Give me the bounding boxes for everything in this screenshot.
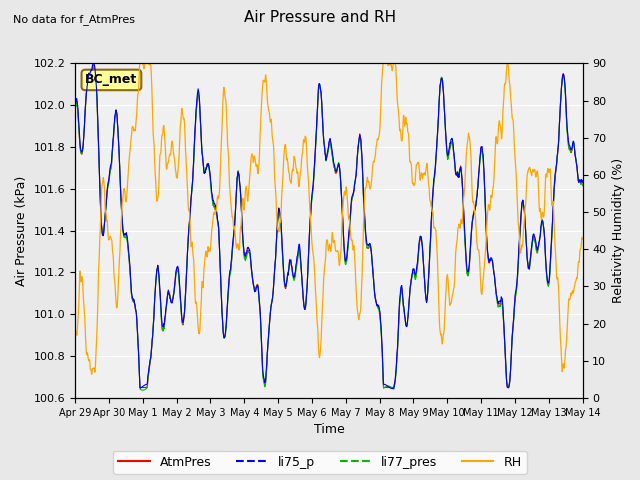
Y-axis label: Relativity Humidity (%): Relativity Humidity (%) bbox=[612, 158, 625, 303]
Text: BC_met: BC_met bbox=[85, 73, 138, 86]
Text: No data for f_AtmPres: No data for f_AtmPres bbox=[13, 14, 135, 25]
Y-axis label: Air Pressure (kPa): Air Pressure (kPa) bbox=[15, 176, 28, 286]
Legend: AtmPres, li75_p, li77_pres, RH: AtmPres, li75_p, li77_pres, RH bbox=[113, 451, 527, 474]
Text: Air Pressure and RH: Air Pressure and RH bbox=[244, 10, 396, 24]
X-axis label: Time: Time bbox=[314, 423, 344, 436]
